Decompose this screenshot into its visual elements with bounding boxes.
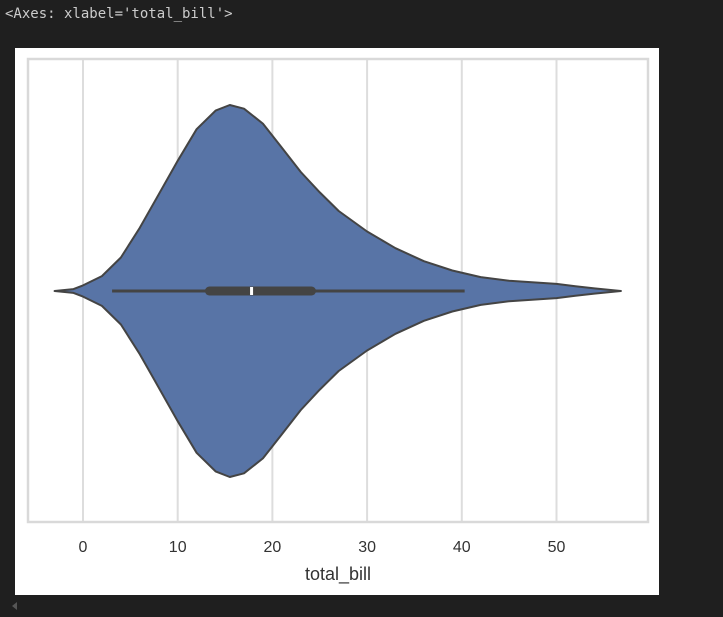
x-tick-label-10: 10 — [169, 539, 187, 556]
scroll-left-icon[interactable] — [12, 602, 17, 610]
x-tick-labels: 0 10 20 30 40 50 — [79, 539, 566, 556]
axes-frame — [26, 57, 650, 524]
x-axis-label: total_bill — [305, 564, 371, 585]
x-tick-label-20: 20 — [264, 539, 282, 556]
cell-output-text: <Axes: xlabel='total_bill'> — [5, 6, 233, 22]
box-layer — [112, 286, 465, 296]
x-tick-label-40: 40 — [453, 539, 471, 556]
x-tick-label-50: 50 — [548, 539, 566, 556]
median-marker — [250, 287, 254, 295]
x-tick-label-30: 30 — [358, 539, 376, 556]
x-tick-label-0: 0 — [79, 539, 88, 556]
chart-figure: 0 10 20 30 40 50 total_bill — [15, 48, 659, 595]
violin-plot: 0 10 20 30 40 50 total_bill — [26, 57, 650, 585]
